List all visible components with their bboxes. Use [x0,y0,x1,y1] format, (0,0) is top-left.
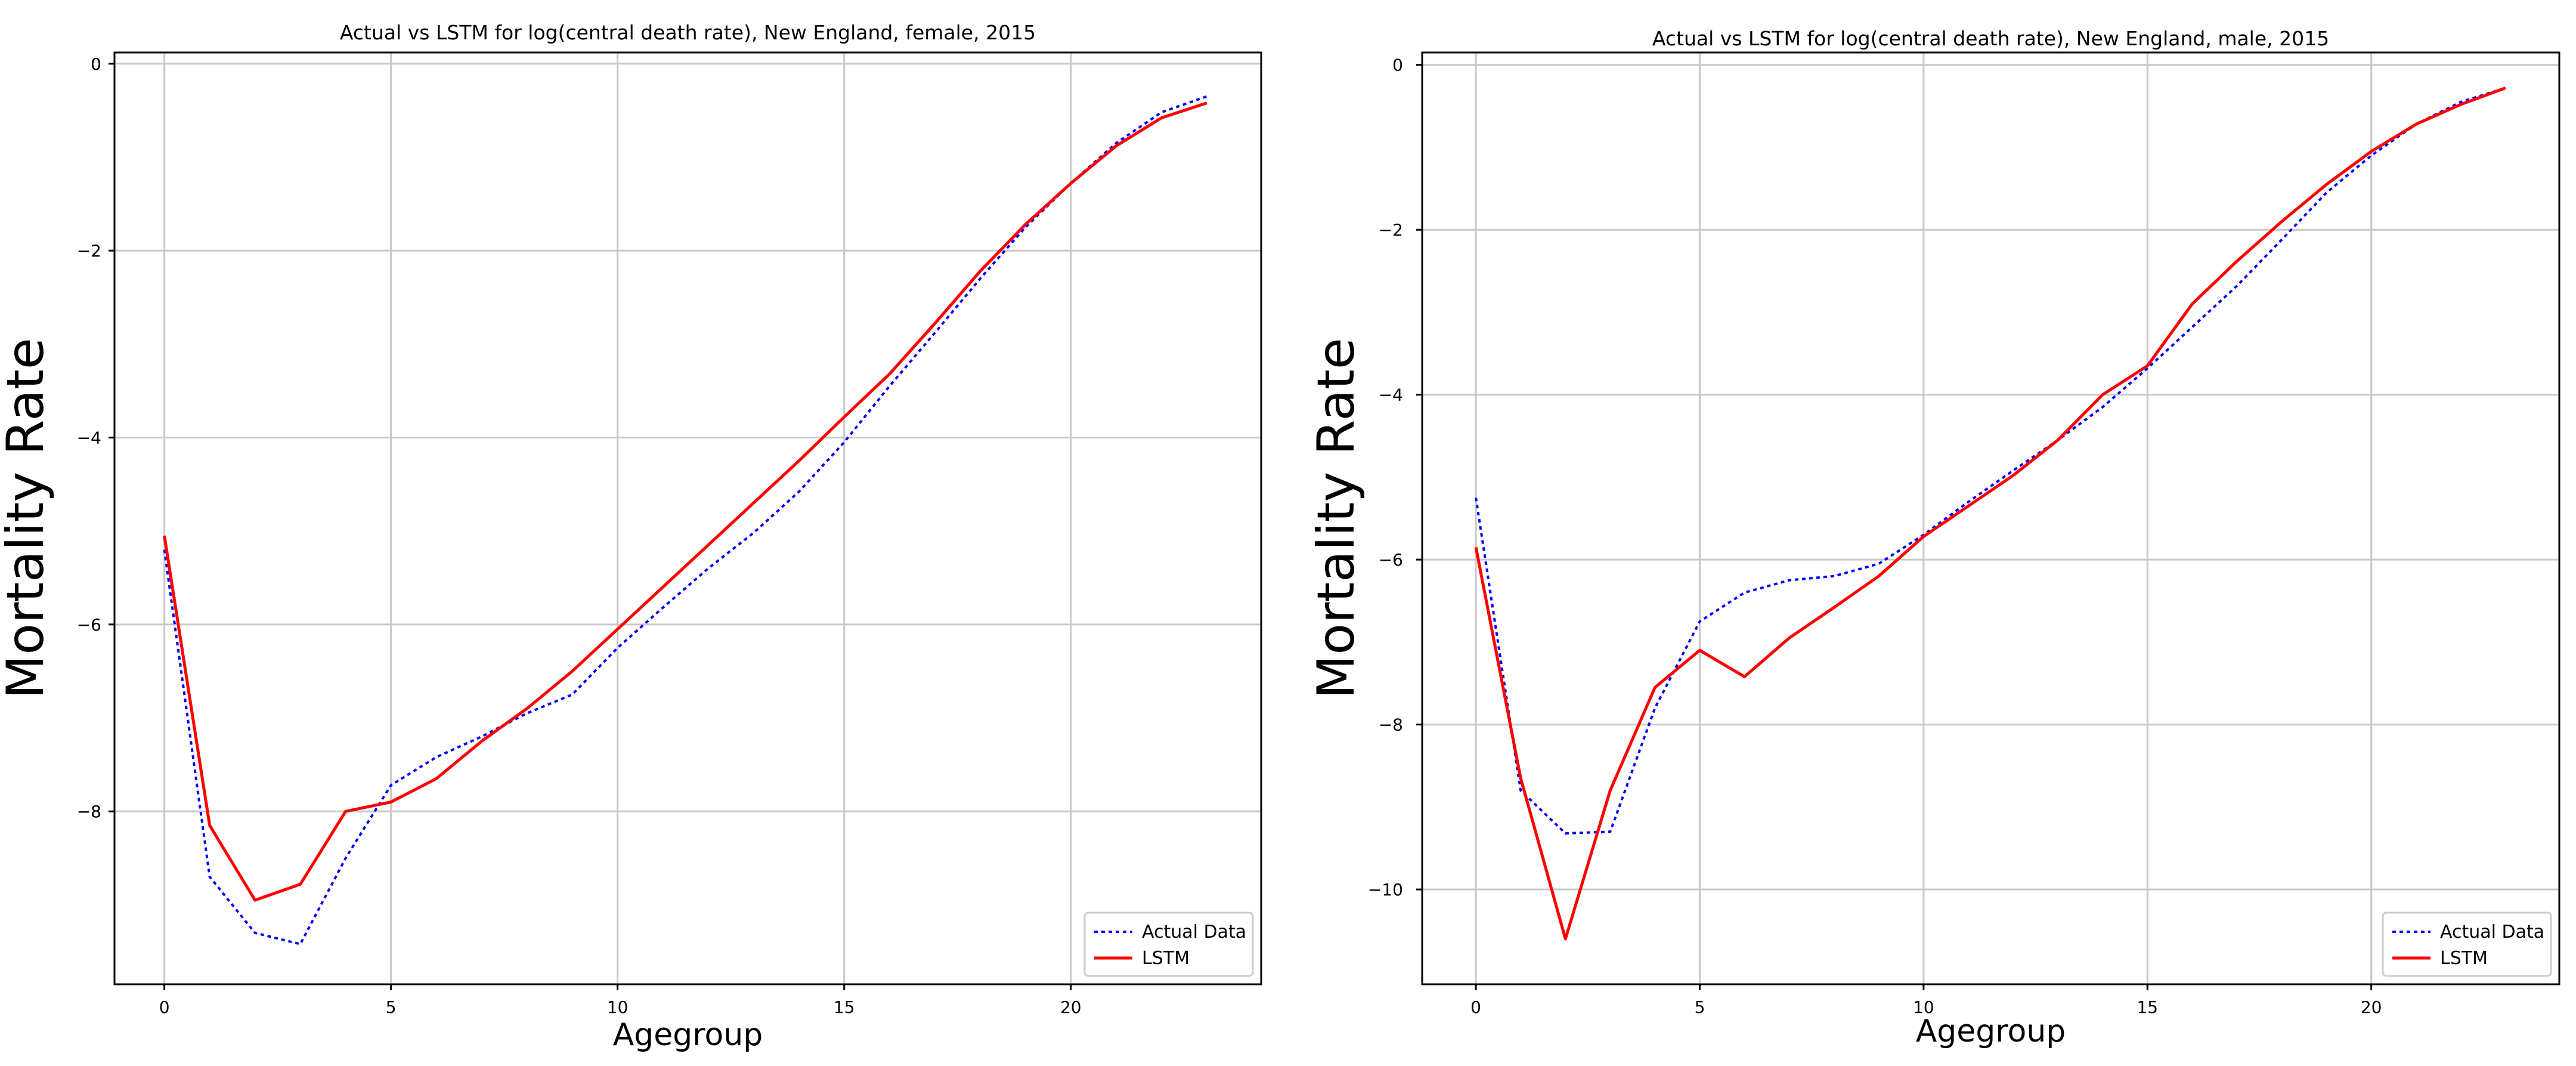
y-tick-label: 0 [91,54,101,74]
chart-title: Actual vs LSTM for log(central death rat… [1652,27,2329,50]
y-tick-label: −2 [1379,220,1403,240]
y-tick-label: 0 [1392,55,1403,75]
legend-entry-label: Actual Data [1142,922,1246,943]
legend-entry-label: LSTM [2440,948,2488,969]
x-tick-label: 10 [607,997,628,1017]
legend: Actual Data LSTM [2382,911,2552,977]
x-tick-label: 5 [1695,997,1705,1017]
x-tick-label: 0 [1470,997,1481,1017]
y-axis-label: Mortality Rate [1306,338,1366,699]
x-axis-label: Agegroup [613,1017,763,1053]
y-tick-label: −6 [1379,550,1403,570]
plot-frame [1421,51,2560,985]
legend-box [1083,911,1254,977]
x-tick-label: 10 [1913,997,1934,1017]
y-tick-label: −6 [77,615,101,635]
chart-male: 0 5 10 15 20 0 −2 −4 −6 −8 −10 Actual vs LSTM for l… [1306,27,2560,1049]
legend-box [2382,911,2552,977]
y-tick-label: −8 [1379,715,1403,735]
x-tick-label: 20 [2361,997,2382,1017]
lstm-series-line [163,101,1208,902]
legend-entry-label: LSTM [1142,948,1190,969]
y-tick-label: −8 [77,802,101,821]
y-tick-label: −4 [1379,385,1403,405]
chart-female: 0 5 10 15 20 0 −2 −4 −6 −8 Actual vs LSTM for log(… [0,21,1262,1053]
plot-frame [113,51,1262,985]
x-tick-label: 5 [386,997,397,1017]
y-tick-label: −4 [77,428,101,447]
y-tick-label: −2 [77,241,101,261]
x-tick-label: 15 [834,997,855,1017]
x-tick-label: 15 [2137,997,2158,1017]
y-axis-label: Mortality Rate [0,338,55,699]
legend-entry-label: Actual Data [2440,922,2544,943]
x-axis-label: Agegroup [1916,1014,2066,1049]
y-tick-label: −10 [1368,880,1403,900]
x-tick-label: 20 [1060,997,1082,1017]
actual-data-series-line [163,95,1208,946]
legend: Actual Data LSTM [1083,911,1254,977]
actual-data-series-line [1475,86,2506,835]
x-tick-label: 0 [159,997,170,1017]
lstm-series-line [1474,86,2506,941]
chart-title: Actual vs LSTM for log(central death rat… [340,21,1036,44]
